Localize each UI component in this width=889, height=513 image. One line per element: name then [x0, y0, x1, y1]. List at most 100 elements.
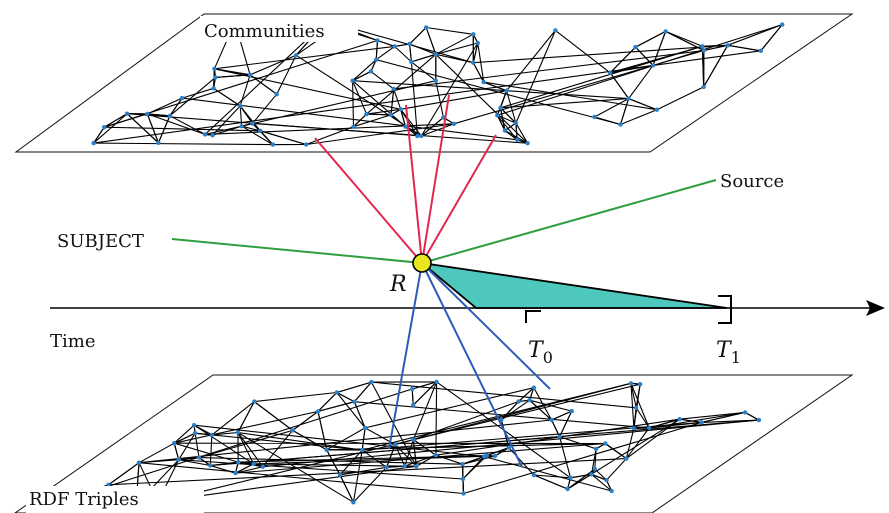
- network-node: [742, 410, 748, 415]
- network-node: [515, 137, 520, 142]
- resource-label: R: [389, 272, 407, 297]
- network-edge: [409, 43, 437, 55]
- network-node: [531, 385, 536, 390]
- network-node: [407, 41, 412, 47]
- network-edge: [317, 401, 355, 412]
- network-node: [647, 425, 652, 431]
- network-node: [756, 417, 762, 423]
- network-edge: [652, 50, 761, 66]
- network-edge: [377, 39, 395, 47]
- network-edge: [93, 64, 654, 144]
- network-node: [315, 409, 321, 414]
- network-node: [351, 124, 356, 129]
- network-edge: [472, 42, 479, 63]
- network-edge: [508, 447, 535, 476]
- network-node: [506, 445, 511, 450]
- network-edge: [500, 401, 520, 421]
- network-edge: [625, 428, 635, 459]
- network-edge: [104, 39, 378, 128]
- network-edge: [103, 113, 128, 128]
- network-edge: [178, 457, 200, 461]
- network-node: [351, 500, 356, 505]
- network-edge: [366, 113, 392, 116]
- network-node: [176, 457, 181, 462]
- network-edge: [679, 411, 746, 420]
- network-edge: [370, 70, 395, 90]
- network-node: [156, 140, 161, 145]
- network-edge: [237, 401, 255, 433]
- network-node: [247, 72, 253, 78]
- network-edge: [518, 387, 535, 402]
- network-node: [525, 141, 530, 146]
- network-node: [360, 447, 365, 453]
- network-edge: [253, 455, 496, 465]
- network-edge: [635, 407, 650, 429]
- network-edge: [411, 388, 414, 406]
- t1-label-subscript: 1: [731, 348, 741, 367]
- network-edge: [409, 43, 412, 62]
- network-edge: [93, 113, 128, 144]
- network-node: [398, 107, 403, 112]
- network-edge: [594, 98, 629, 118]
- network-edge: [317, 392, 338, 412]
- network-edge: [504, 122, 517, 131]
- network-node: [415, 133, 420, 139]
- network-edge: [656, 86, 704, 111]
- network-node: [419, 133, 424, 139]
- network-edge: [426, 26, 474, 35]
- triple-links: [388, 262, 551, 468]
- network-edge: [411, 53, 436, 63]
- network-node: [235, 430, 241, 435]
- network-edge: [214, 45, 395, 70]
- network-edge: [416, 454, 437, 467]
- network-edge: [212, 125, 242, 136]
- network-edge: [375, 45, 395, 61]
- network-node: [650, 63, 656, 68]
- network-edge: [628, 98, 658, 111]
- network-edge: [260, 130, 307, 146]
- network-node: [569, 408, 574, 414]
- network-node: [411, 437, 416, 442]
- network-edge: [352, 80, 406, 128]
- network-edge: [253, 401, 293, 431]
- network-edge: [93, 142, 273, 146]
- network-edge: [173, 432, 196, 444]
- network-node: [592, 114, 597, 120]
- network-node: [471, 60, 476, 65]
- network-edge: [462, 478, 465, 494]
- network-edge: [421, 123, 455, 137]
- network-edge: [235, 466, 263, 474]
- network-edge: [193, 424, 254, 465]
- community-link: [405, 104, 423, 264]
- network-node: [460, 476, 466, 482]
- network-node: [252, 399, 257, 404]
- network-node: [527, 398, 532, 403]
- network-edge: [404, 454, 437, 467]
- network-node: [410, 386, 415, 392]
- network-node: [391, 86, 396, 92]
- network-edge: [496, 90, 508, 116]
- network-node: [699, 420, 704, 425]
- network-edge: [253, 463, 417, 467]
- network-edge: [625, 427, 650, 459]
- network-edge: [703, 44, 728, 52]
- community-link: [421, 94, 450, 264]
- network-edge: [435, 33, 474, 55]
- community-link: [314, 137, 423, 264]
- network-node: [549, 417, 554, 423]
- network-edge: [567, 418, 680, 490]
- network-node: [633, 44, 638, 50]
- network-node: [375, 38, 380, 43]
- network-edge: [352, 59, 377, 82]
- community-links: [314, 94, 497, 264]
- network-edge: [147, 113, 170, 117]
- network-edge: [194, 433, 200, 458]
- network-node: [374, 57, 379, 62]
- network-node: [350, 78, 355, 83]
- network-edge: [594, 448, 597, 470]
- network-node: [91, 140, 96, 146]
- network-edge: [174, 410, 319, 444]
- network-edge: [237, 431, 363, 451]
- network-node: [209, 432, 215, 438]
- network-edge: [259, 130, 274, 145]
